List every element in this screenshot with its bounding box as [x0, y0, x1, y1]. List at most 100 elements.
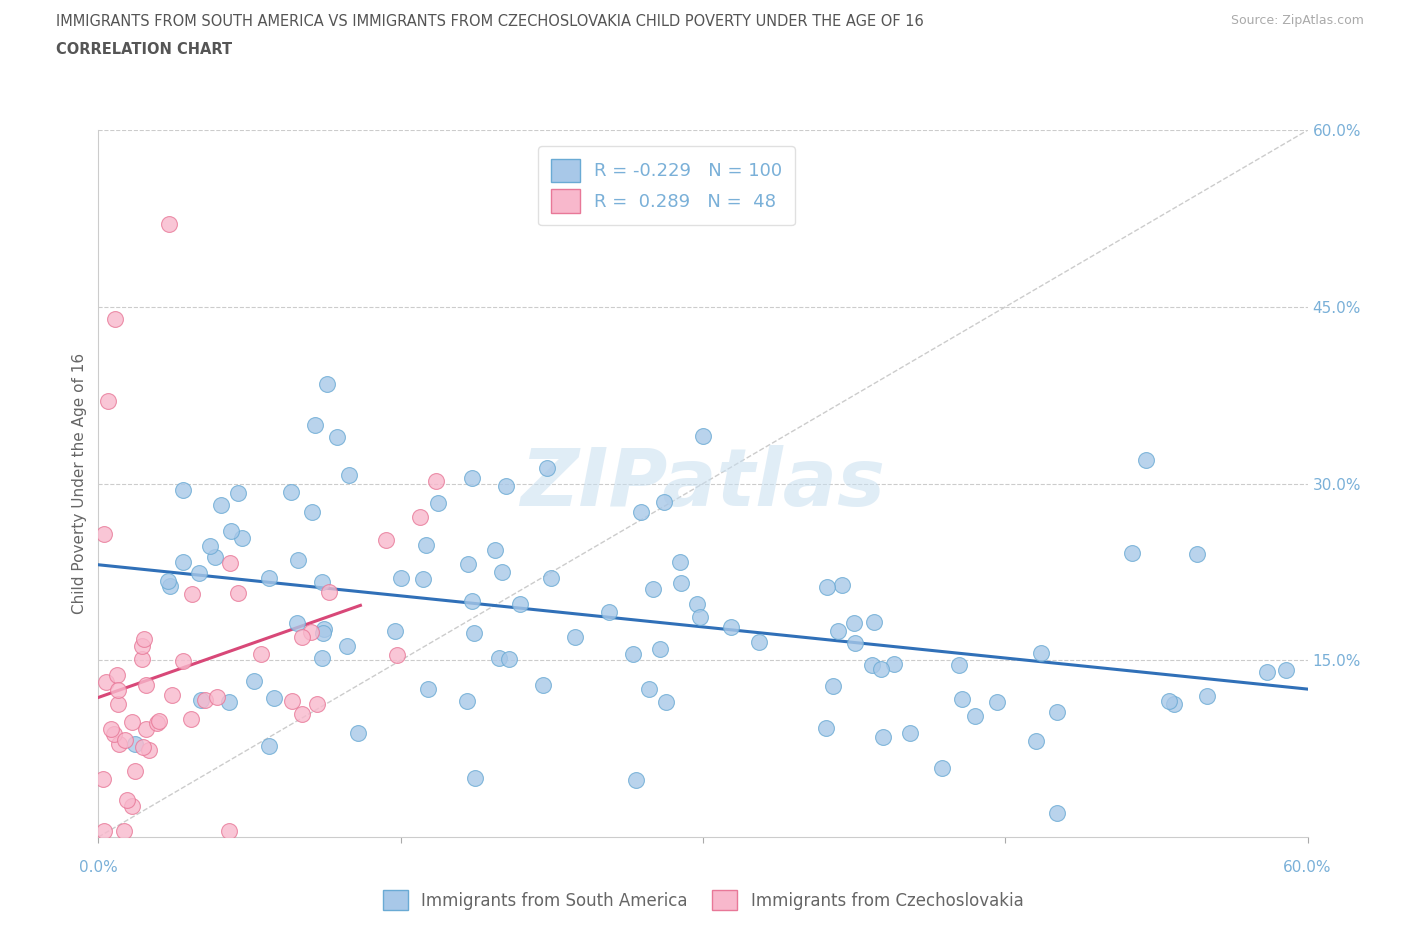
Legend: R = -0.229   N = 100, R =  0.289   N =  48: R = -0.229 N = 100, R = 0.289 N = 48: [538, 146, 796, 225]
Point: [669, 554, 692, 569]
Point: [205, 690, 228, 705]
Point: [314, 621, 336, 636]
Point: [135, 722, 157, 737]
Point: [132, 739, 155, 754]
Point: [491, 565, 513, 579]
Point: [107, 696, 129, 711]
Point: [748, 634, 770, 649]
Point: [226, 485, 249, 500]
Point: [299, 624, 322, 639]
Point: [138, 742, 160, 757]
Point: [456, 694, 478, 709]
Point: [720, 619, 742, 634]
Point: [124, 764, 146, 778]
Point: [883, 657, 905, 671]
Point: [188, 565, 211, 580]
Point: [291, 630, 314, 644]
Point: [814, 721, 837, 736]
Point: [131, 638, 153, 653]
Text: CORRELATION CHART: CORRELATION CHART: [56, 42, 232, 57]
Point: [115, 792, 138, 807]
Point: [347, 725, 370, 740]
Point: [181, 586, 204, 601]
Point: [108, 737, 131, 751]
Point: [863, 615, 886, 630]
Point: [412, 571, 434, 586]
Point: [621, 646, 644, 661]
Point: [146, 715, 169, 730]
Point: [326, 430, 349, 445]
Point: [93, 824, 115, 839]
Point: [257, 570, 280, 585]
Point: [416, 682, 439, 697]
Point: [860, 658, 883, 673]
Point: [815, 579, 838, 594]
Point: [986, 695, 1008, 710]
Point: [243, 673, 266, 688]
Point: [337, 467, 360, 482]
Point: [124, 737, 146, 751]
Point: [218, 556, 240, 571]
Point: [898, 725, 921, 740]
Point: [91, 772, 114, 787]
Point: [641, 581, 664, 596]
Point: [415, 538, 437, 552]
Point: [103, 726, 125, 741]
Point: [461, 471, 484, 485]
Text: ZIPatlas: ZIPatlas: [520, 445, 886, 523]
Point: [1135, 453, 1157, 468]
Point: [950, 691, 973, 706]
Point: [427, 496, 450, 511]
Point: [121, 714, 143, 729]
Legend: Immigrants from South America, Immigrants from Czechoslovakia: Immigrants from South America, Immigrant…: [375, 884, 1031, 917]
Point: [389, 570, 412, 585]
Point: [1163, 698, 1185, 712]
Point: [624, 772, 647, 787]
Point: [384, 624, 406, 639]
Point: [931, 761, 953, 776]
Point: [509, 597, 531, 612]
Point: [131, 652, 153, 667]
Point: [564, 630, 586, 644]
Point: [315, 376, 337, 391]
Text: IMMIGRANTS FROM SOUTH AMERICA VS IMMIGRANTS FROM CZECHOSLOVAKIA CHILD POVERTY UN: IMMIGRANTS FROM SOUTH AMERICA VS IMMIGRA…: [56, 14, 924, 29]
Y-axis label: Child Poverty Under the Age of 16: Child Poverty Under the Age of 16: [72, 353, 87, 614]
Point: [301, 504, 323, 519]
Point: [598, 604, 620, 619]
Point: [409, 510, 432, 525]
Point: [194, 692, 217, 707]
Point: [1121, 546, 1143, 561]
Point: [375, 533, 398, 548]
Point: [870, 661, 893, 676]
Point: [97, 393, 120, 408]
Point: [540, 571, 562, 586]
Point: [132, 632, 155, 647]
Point: [638, 681, 661, 696]
Point: [652, 495, 675, 510]
Point: [1256, 665, 1278, 680]
Point: [204, 550, 226, 565]
Point: [231, 530, 253, 545]
Point: [209, 498, 232, 512]
Point: [1159, 694, 1181, 709]
Point: [160, 687, 183, 702]
Point: [460, 593, 482, 608]
Point: [488, 651, 510, 666]
Point: [94, 674, 117, 689]
Point: [1195, 688, 1218, 703]
Point: [495, 479, 517, 494]
Point: [107, 683, 129, 698]
Point: [831, 578, 853, 592]
Point: [1029, 645, 1052, 660]
Point: [257, 738, 280, 753]
Point: [827, 623, 849, 638]
Point: [821, 679, 844, 694]
Point: [842, 616, 865, 631]
Point: [180, 711, 202, 726]
Text: Source: ZipAtlas.com: Source: ZipAtlas.com: [1230, 14, 1364, 27]
Point: [157, 574, 180, 589]
Point: [100, 722, 122, 737]
Point: [135, 678, 157, 693]
Point: [463, 626, 485, 641]
Point: [93, 527, 115, 542]
